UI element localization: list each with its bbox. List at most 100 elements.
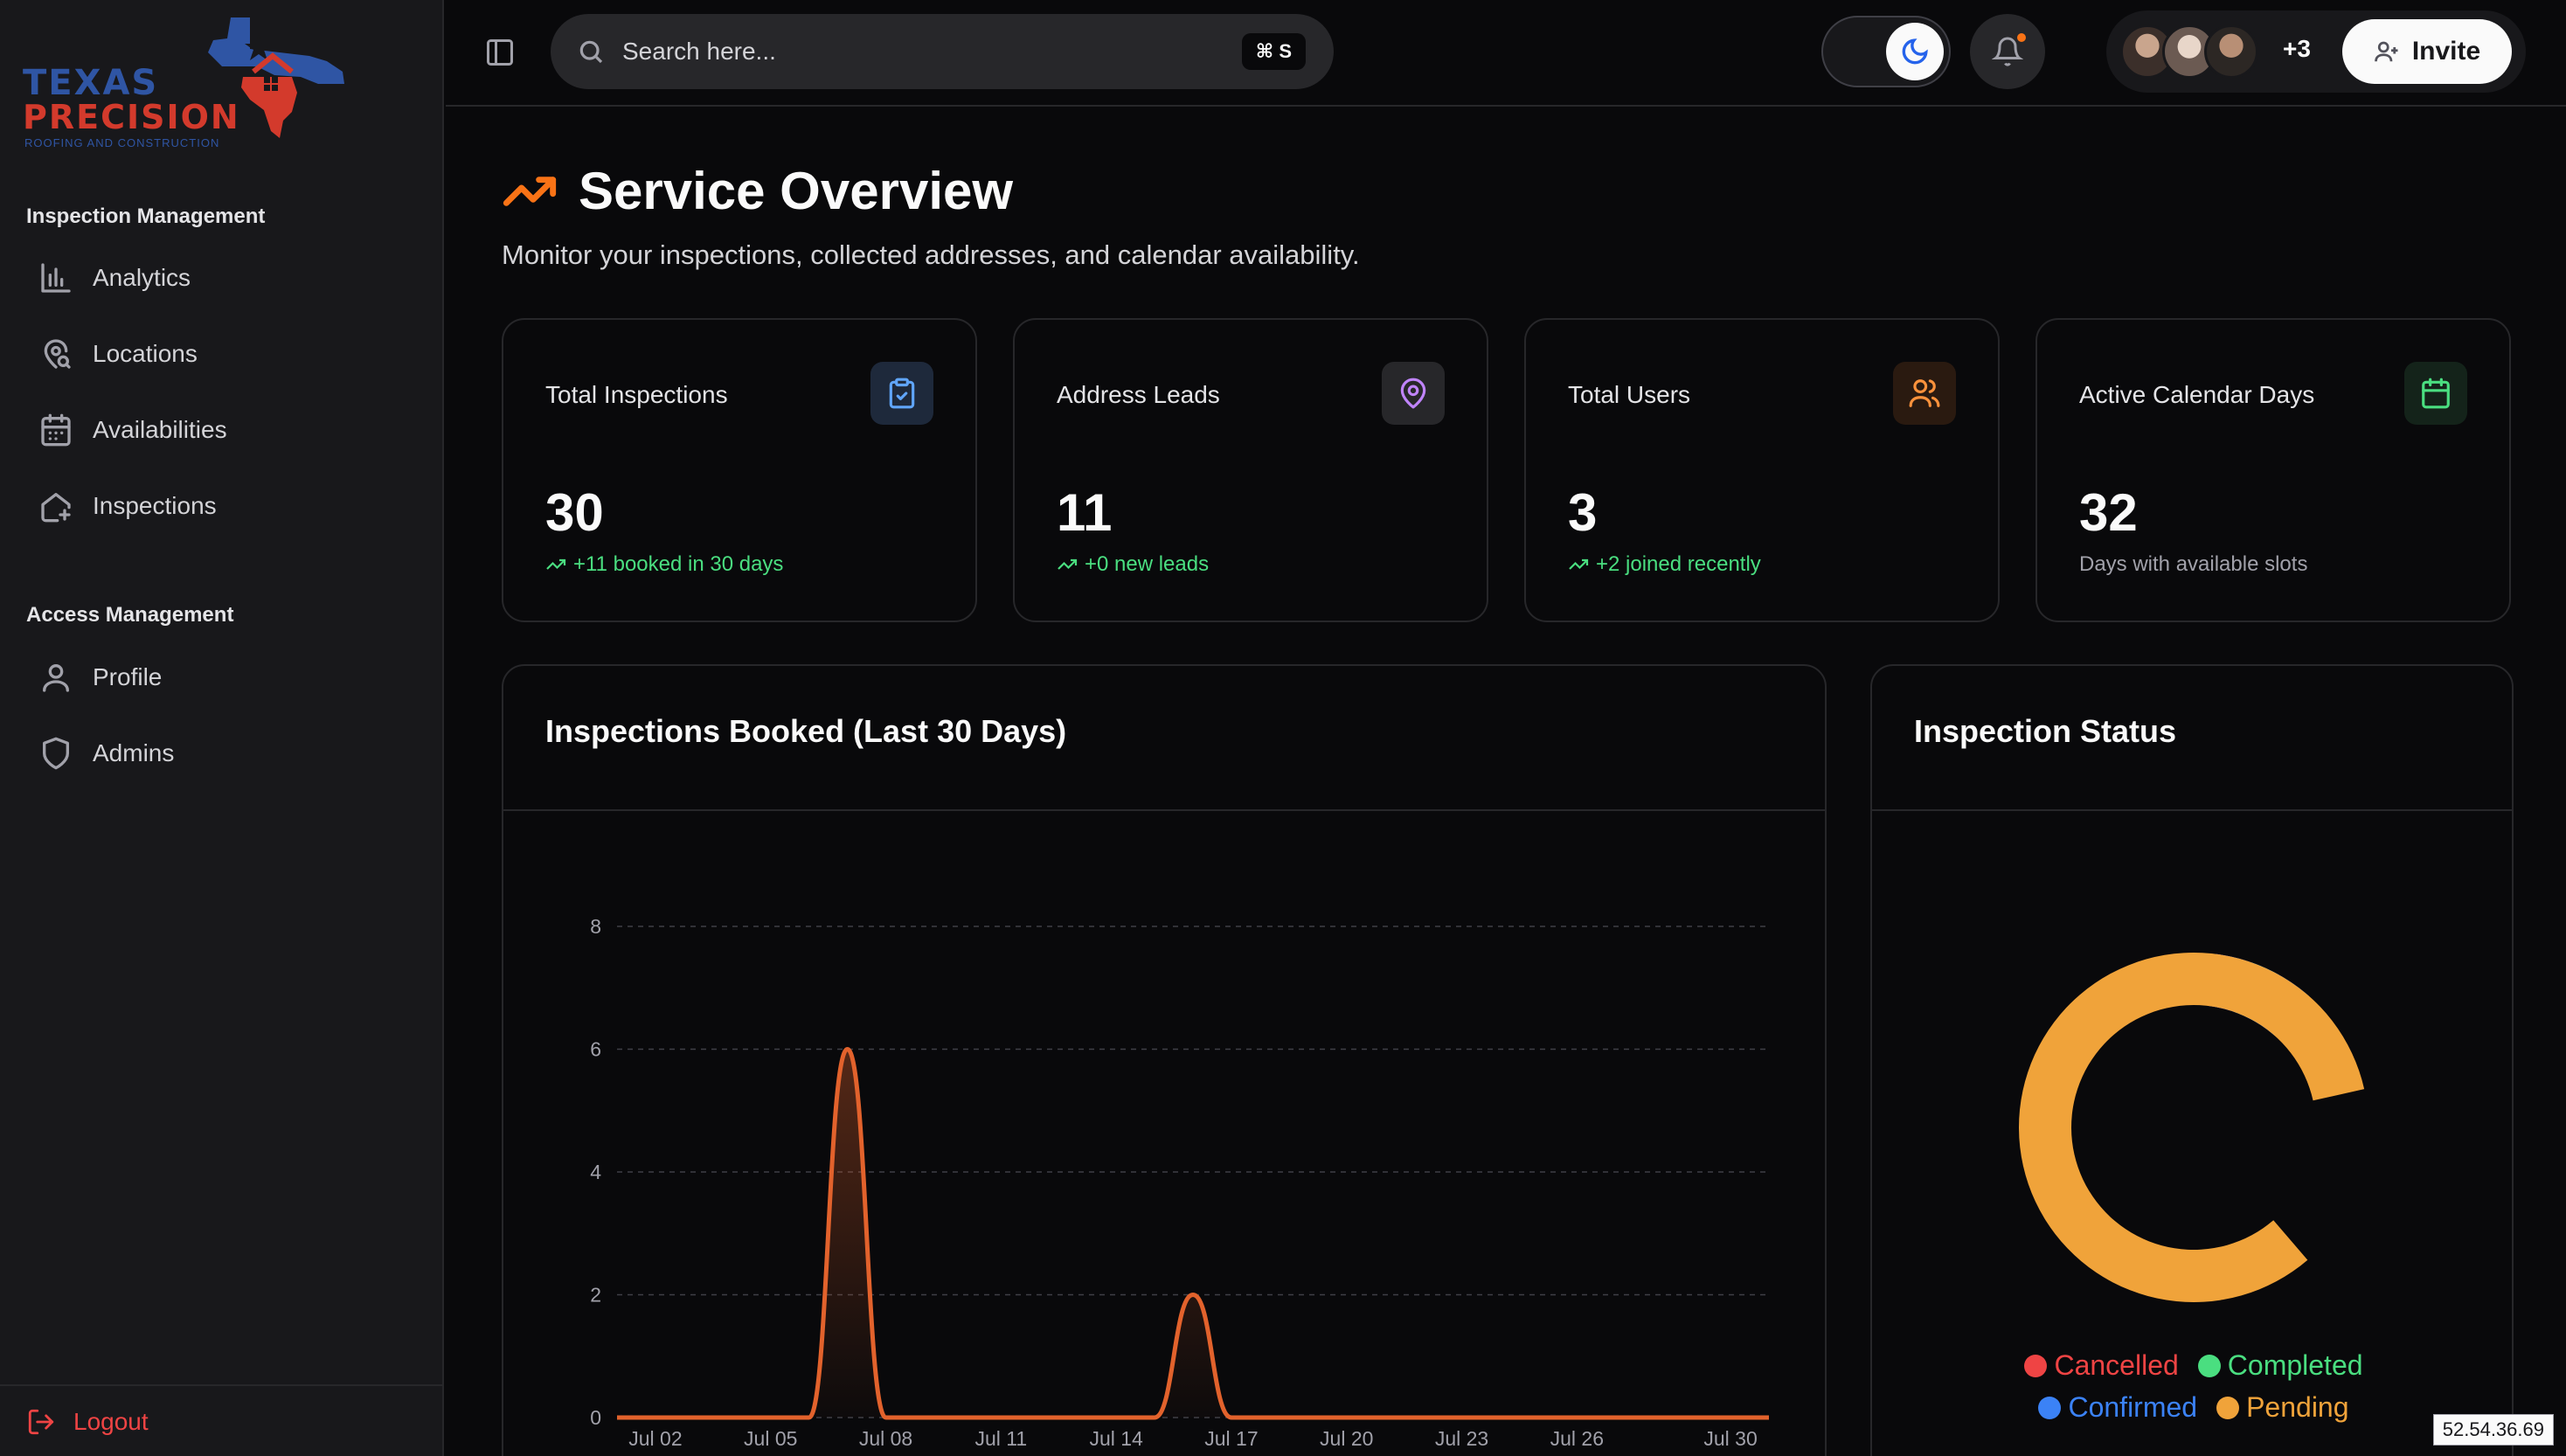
stat-note: +0 new leads bbox=[1057, 552, 1209, 577]
brand-logo[interactable]: TEXAS PRECISION ROOFING AND CONSTRUCTION bbox=[21, 14, 346, 154]
pie-legend-row-2: Confirmed Pending bbox=[1872, 1391, 2512, 1424]
map-pin-icon bbox=[1400, 378, 1426, 409]
x-tick-label: Jul 02 bbox=[628, 1427, 682, 1450]
texas-map-icon bbox=[208, 17, 344, 138]
legend-item-completed[interactable]: Completed bbox=[2197, 1349, 2363, 1382]
stat-note-text: +2 joined recently bbox=[1596, 552, 1761, 576]
sidebar-item-availabilities[interactable]: Availabilities bbox=[38, 404, 414, 456]
bell-icon bbox=[1992, 37, 2023, 66]
x-tick-label: Jul 11 bbox=[974, 1427, 1027, 1450]
sidebar: TEXAS PRECISION ROOFING AND CONSTRUCTION… bbox=[0, 0, 444, 1456]
sidebar-item-label: Admins bbox=[93, 739, 175, 766]
x-tick-label: Jul 05 bbox=[744, 1427, 797, 1450]
stat-value: 30 bbox=[545, 483, 604, 542]
legend-label: Confirmed bbox=[2068, 1391, 2198, 1423]
stat-note: Days with available slots bbox=[2079, 552, 2307, 577]
notifications-button[interactable] bbox=[1970, 14, 2045, 89]
inspection-status-panel: Inspection Status Cancelled Completed Co… bbox=[1870, 664, 2514, 1456]
legend-swatch bbox=[2038, 1396, 2062, 1419]
sidebar-item-label: Profile bbox=[93, 663, 163, 690]
page-title-group: Service Overview bbox=[502, 161, 1013, 221]
clipboard-check-icon bbox=[889, 378, 915, 409]
theme-toggle-knob bbox=[1886, 23, 1944, 80]
stat-card-total-users: Total Users 3 +2 joined recently bbox=[1524, 318, 2000, 622]
x-tick-label: Jul 08 bbox=[859, 1427, 912, 1450]
area-fill bbox=[617, 1049, 1769, 1418]
x-tick-label: Jul 14 bbox=[1089, 1427, 1143, 1450]
calendar-icon bbox=[2422, 378, 2450, 409]
more-members-count[interactable]: +3 bbox=[2283, 35, 2311, 62]
inspection-status-donut-chart[interactable] bbox=[1872, 811, 2514, 1335]
nav-section-inspection-management: Inspection Management bbox=[26, 205, 266, 228]
brand-tagline: ROOFING AND CONSTRUCTION bbox=[24, 136, 220, 149]
house-plus-icon bbox=[41, 493, 71, 523]
panel-header: Inspection Status bbox=[1872, 666, 2512, 811]
invite-button[interactable]: Invite bbox=[2342, 19, 2512, 84]
sidebar-item-label: Availabilities bbox=[93, 416, 227, 443]
search-input[interactable] bbox=[622, 38, 1234, 66]
x-tick-label: Jul 23 bbox=[1435, 1427, 1488, 1450]
stat-value: 11 bbox=[1057, 483, 1113, 542]
sidebar-item-label: Locations bbox=[93, 340, 198, 367]
ip-address-badge: 52.54.36.69 bbox=[2432, 1414, 2554, 1446]
nav-section-access-management: Access Management bbox=[26, 603, 234, 627]
y-tick-label: 8 bbox=[590, 915, 601, 938]
stat-value: 32 bbox=[2079, 483, 2138, 542]
legend-swatch bbox=[2024, 1354, 2048, 1377]
legend-item-confirmed[interactable]: Confirmed bbox=[2038, 1391, 2197, 1424]
sidebar-item-admins[interactable]: Admins bbox=[38, 727, 414, 780]
avatar[interactable] bbox=[2204, 24, 2258, 79]
stat-label: Total Users bbox=[1568, 381, 1691, 408]
search-shortcut-badge: ⌘ S bbox=[1241, 33, 1306, 70]
page-title: Service Overview bbox=[579, 162, 1014, 220]
sidebar-item-analytics[interactable]: Analytics bbox=[38, 252, 414, 304]
y-tick-label: 0 bbox=[590, 1406, 601, 1429]
stat-card-total-inspections: Total Inspections 30 +11 booked in 30 da… bbox=[502, 318, 977, 622]
stat-note-text: +0 new leads bbox=[1085, 552, 1210, 576]
shield-icon bbox=[43, 737, 70, 770]
pie-legend-row-1: Cancelled Completed bbox=[1872, 1349, 2512, 1382]
stat-note-text: +11 booked in 30 days bbox=[573, 552, 784, 576]
calendar-icon bbox=[41, 413, 71, 447]
top-header: ⌘ S +3 Invite bbox=[446, 0, 2566, 107]
x-tick-label: Jul 30 bbox=[1703, 1427, 1757, 1450]
theme-toggle[interactable] bbox=[1821, 16, 1951, 87]
invite-label: Invite bbox=[2411, 37, 2481, 66]
stat-label: Total Inspections bbox=[545, 381, 728, 408]
sidebar-item-label: Analytics bbox=[93, 264, 191, 291]
stat-value: 3 bbox=[1568, 483, 1598, 542]
inspections-line-chart[interactable]: 0 2 4 6 8 Jul 02 Jul 05 Jul 08 Jul 11 Jul 14 Jul 1… bbox=[503, 811, 1827, 1456]
brand-name-line1: TEXAS bbox=[23, 63, 159, 103]
moon-icon bbox=[1902, 38, 1928, 65]
sidebar-item-locations[interactable]: Locations bbox=[38, 328, 414, 380]
stat-label: Active Calendar Days bbox=[2079, 381, 2315, 408]
series-line[interactable] bbox=[616, 1047, 1769, 1420]
donut-slice-pending[interactable] bbox=[2019, 953, 2365, 1302]
sidebar-toggle-button[interactable] bbox=[484, 37, 516, 68]
search-bar[interactable]: ⌘ S bbox=[551, 14, 1334, 89]
inspections-booked-panel: Inspections Booked (Last 30 Days) 0 2 4 6 8 J… bbox=[502, 664, 1827, 1456]
stat-label: Address Leads bbox=[1057, 381, 1220, 408]
stat-icon-badge bbox=[870, 362, 933, 425]
legend-item-pending[interactable]: Pending bbox=[2216, 1391, 2349, 1424]
sidebar-item-profile[interactable]: Profile bbox=[38, 651, 414, 704]
legend-label: Cancelled bbox=[2054, 1349, 2179, 1381]
logout-button[interactable]: Logout bbox=[26, 1407, 149, 1437]
trending-up-icon bbox=[546, 558, 566, 570]
legend-label: Pending bbox=[2246, 1391, 2349, 1423]
stat-note: +2 joined recently bbox=[1568, 552, 1761, 577]
y-tick-label: 4 bbox=[590, 1161, 601, 1183]
search-icon bbox=[579, 40, 603, 64]
y-tick-label: 6 bbox=[590, 1038, 601, 1061]
brand-name-line2: PRECISION bbox=[23, 98, 240, 136]
panel-header: Inspections Booked (Last 30 Days) bbox=[503, 666, 1825, 811]
sidebar-item-inspections[interactable]: Inspections bbox=[38, 480, 414, 532]
notification-dot bbox=[2017, 33, 2026, 42]
y-tick-label: 2 bbox=[590, 1284, 601, 1307]
user-plus-icon bbox=[2374, 41, 2398, 62]
sidebar-footer: Logout bbox=[0, 1384, 444, 1456]
legend-item-cancelled[interactable]: Cancelled bbox=[2024, 1349, 2179, 1382]
page-subtitle: Monitor your inspections, collected addr… bbox=[502, 239, 1360, 270]
legend-swatch bbox=[2197, 1354, 2221, 1377]
stat-note: +11 booked in 30 days bbox=[545, 552, 783, 577]
